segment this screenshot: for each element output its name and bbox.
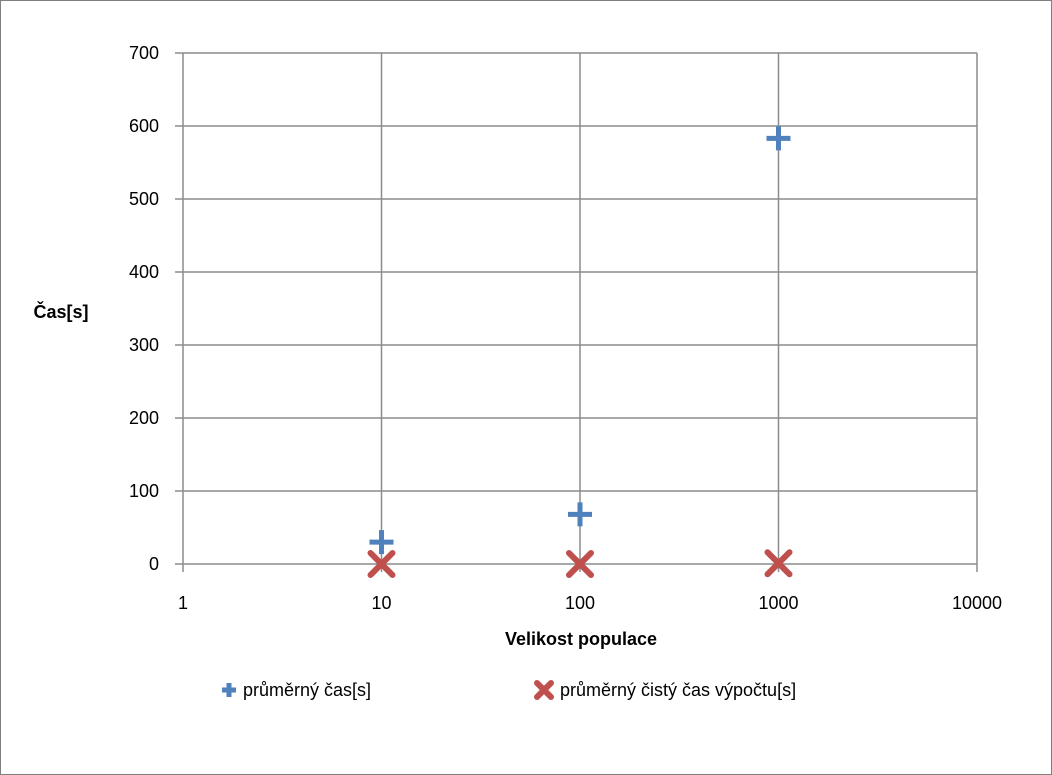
y-tick-label: 600 <box>129 116 159 136</box>
y-tick-label: 700 <box>129 43 159 63</box>
legend-label: průměrný čistý čas výpočtu[s] <box>560 680 796 700</box>
tick-labels: 0 100 200 300 400 500 600 700 1 10 100 1000 10000 <box>129 43 1002 613</box>
x-tick-label: 1000 <box>758 593 798 613</box>
data-point-plus <box>568 502 592 527</box>
legend: průměrný čas[s] průměrný čistý čas výpočt… <box>222 680 796 700</box>
data-point-x <box>764 549 793 578</box>
legend-entry: průměrný čistý čas výpočtu[s] <box>534 680 796 700</box>
y-tick-label: 0 <box>149 554 159 574</box>
y-axis-title: Čas[s] <box>33 301 88 322</box>
data-point-plus <box>766 126 791 151</box>
legend-entry: průměrný čas[s] <box>222 680 371 700</box>
data-point-x <box>367 550 396 578</box>
data-point-plus <box>369 530 394 555</box>
gridlines <box>183 52 978 564</box>
y-tick-label: 500 <box>129 189 159 209</box>
data-markers <box>367 126 793 578</box>
x-tick-label: 10 <box>371 593 391 613</box>
data-point-x <box>566 550 594 578</box>
axes <box>175 52 978 572</box>
legend-plus-marker <box>222 683 236 697</box>
legend-x-marker <box>534 680 554 700</box>
y-tick-label: 400 <box>129 262 159 282</box>
x-axis-title: Velikost populace <box>505 629 657 649</box>
x-tick-label: 1 <box>178 593 188 613</box>
x-tick-label: 10000 <box>952 593 1002 613</box>
legend-label: průměrný čas[s] <box>243 680 371 700</box>
y-tick-label: 100 <box>129 481 159 501</box>
x-tick-label: 100 <box>565 593 595 613</box>
y-tick-label: 300 <box>129 335 159 355</box>
y-tick-label: 200 <box>129 408 159 428</box>
